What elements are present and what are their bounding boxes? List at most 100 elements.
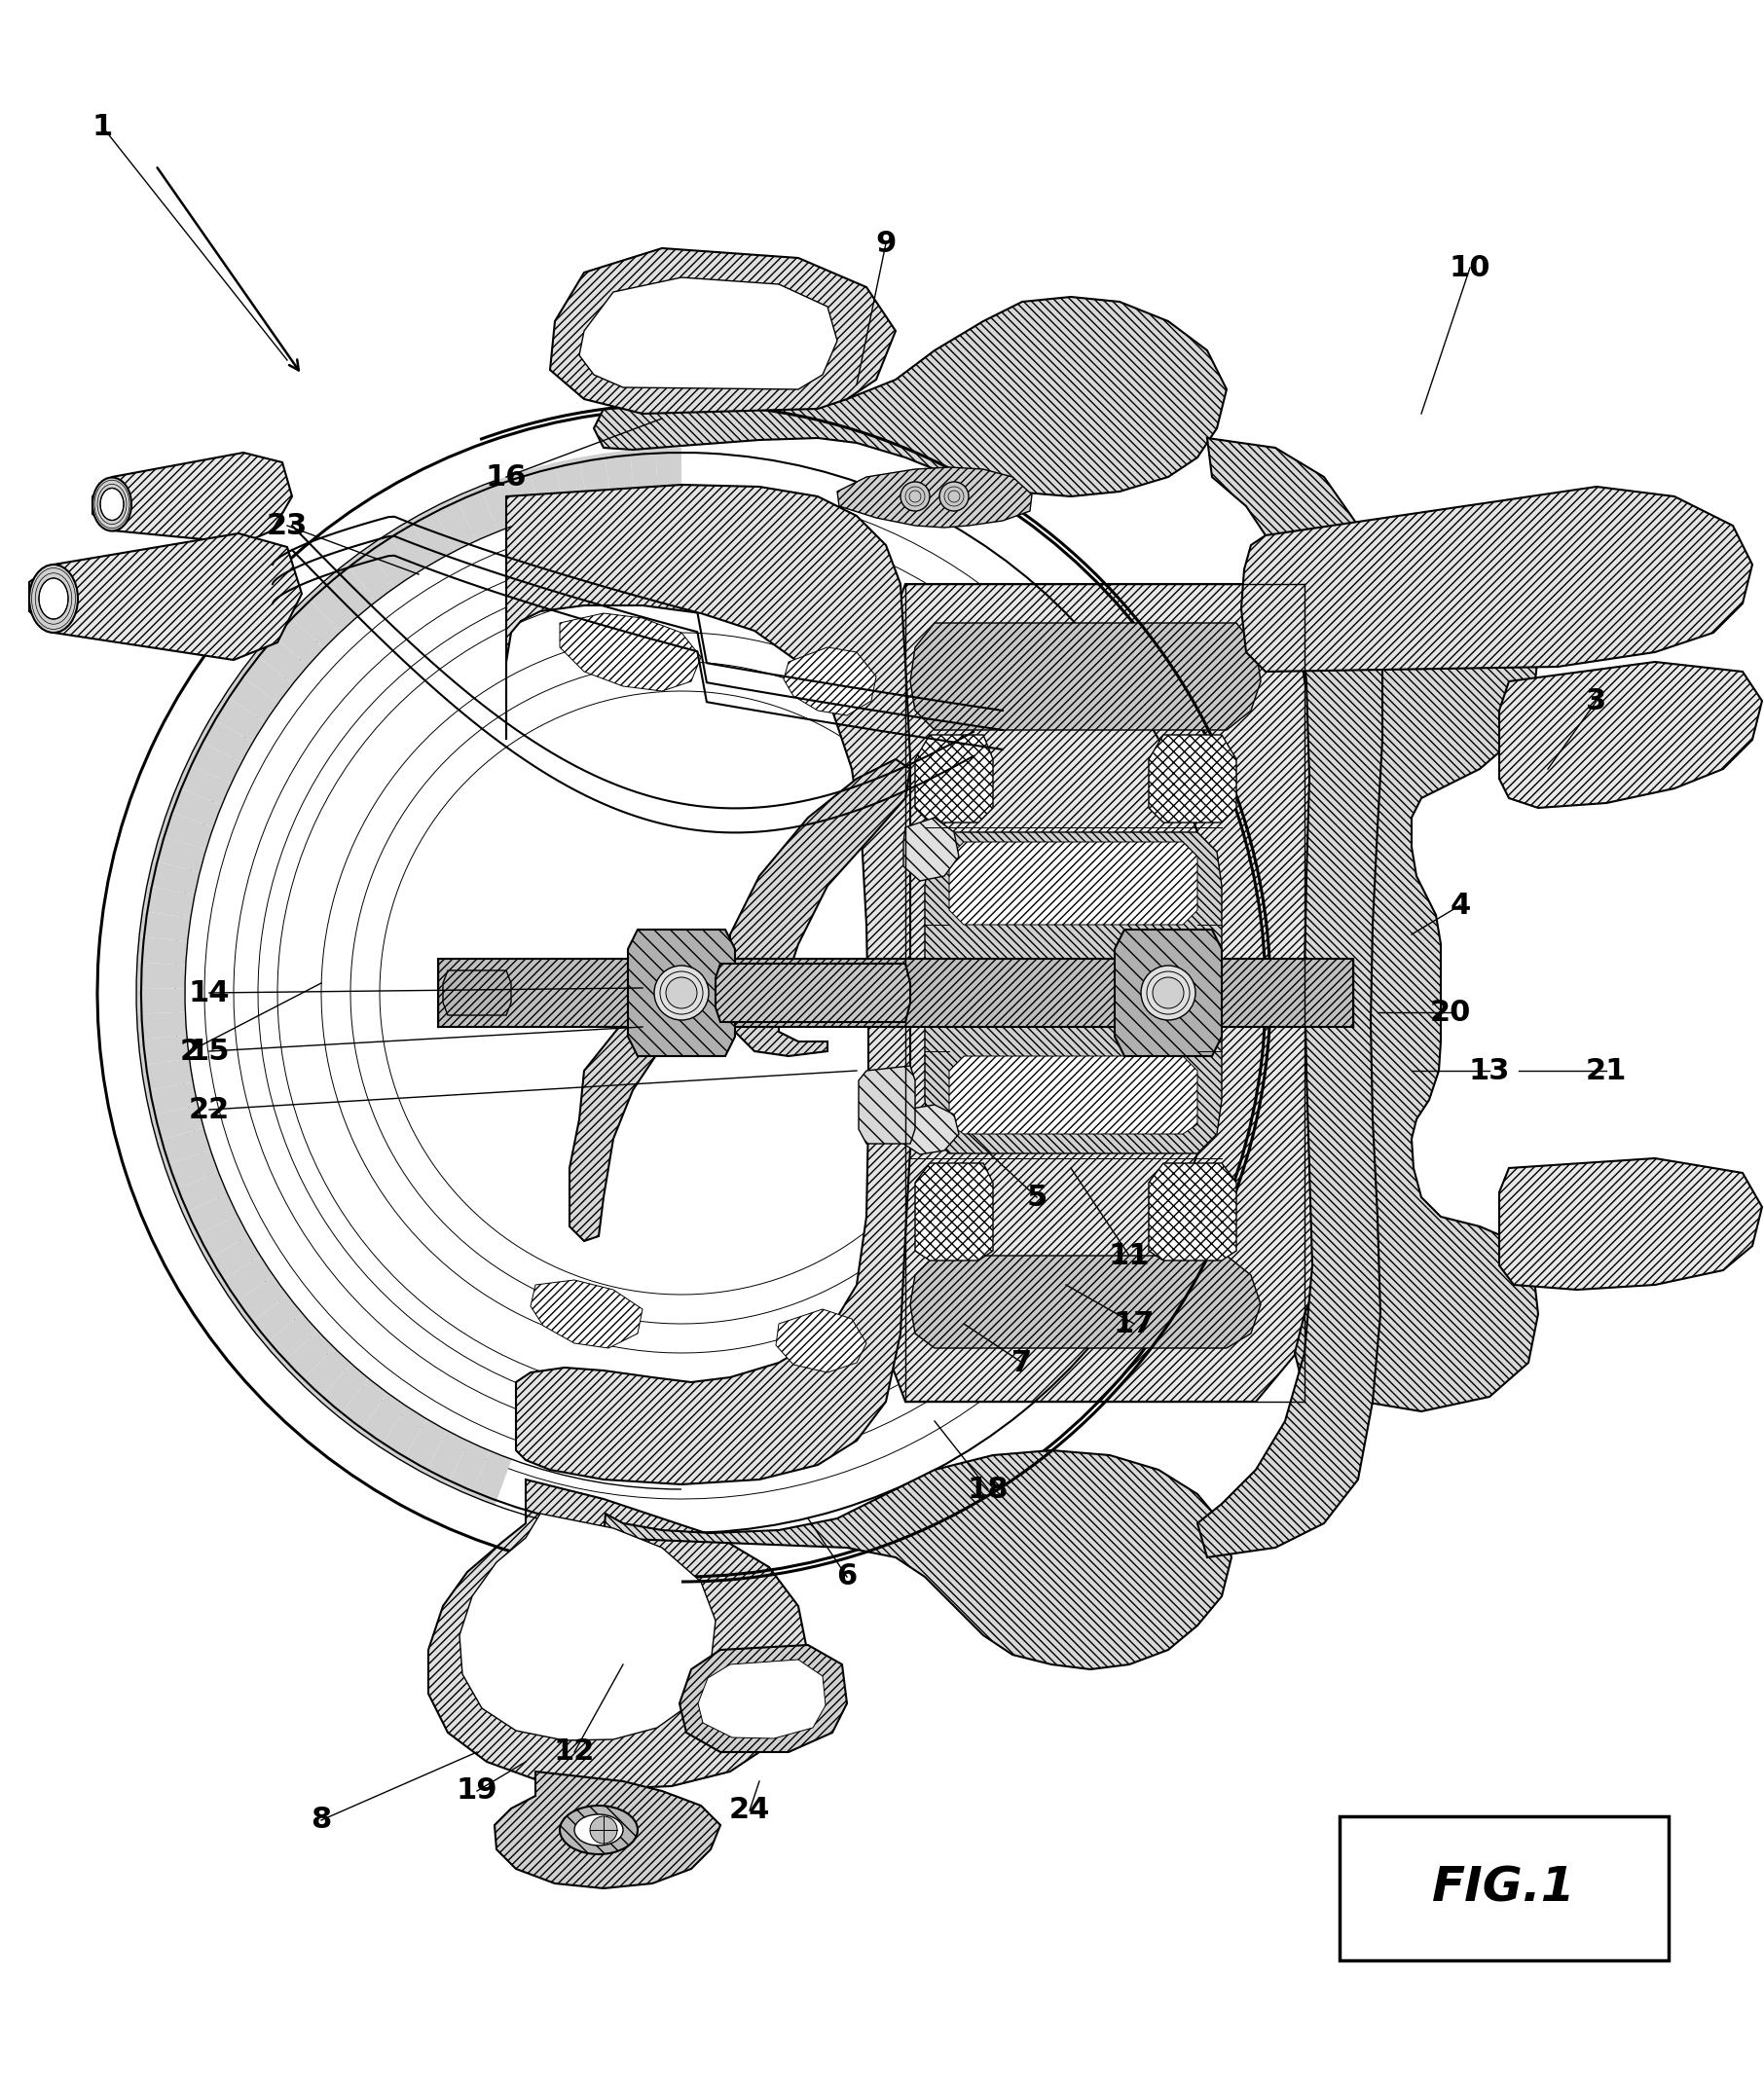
Text: FIG.1: FIG.1: [1432, 1864, 1575, 1912]
Text: 21: 21: [1586, 1056, 1626, 1085]
Circle shape: [900, 481, 930, 510]
Polygon shape: [459, 1514, 716, 1741]
Polygon shape: [265, 1312, 318, 1364]
Polygon shape: [224, 675, 279, 723]
Text: 18: 18: [967, 1475, 1009, 1504]
Polygon shape: [729, 758, 910, 1056]
Polygon shape: [164, 1150, 219, 1189]
Ellipse shape: [92, 477, 132, 531]
Polygon shape: [924, 833, 1222, 1154]
Polygon shape: [138, 1035, 189, 1064]
Polygon shape: [159, 810, 213, 850]
Polygon shape: [139, 910, 191, 942]
Polygon shape: [605, 450, 635, 502]
Polygon shape: [282, 1331, 333, 1383]
Polygon shape: [903, 819, 960, 881]
Polygon shape: [146, 860, 199, 896]
Text: 17: 17: [1113, 1310, 1155, 1337]
Polygon shape: [432, 496, 476, 552]
Polygon shape: [145, 1081, 198, 1116]
Polygon shape: [531, 1279, 642, 1348]
Polygon shape: [326, 562, 376, 617]
Polygon shape: [198, 717, 252, 762]
Polygon shape: [471, 1450, 512, 1506]
Circle shape: [589, 1816, 617, 1843]
Polygon shape: [949, 842, 1198, 925]
Text: 22: 22: [189, 1096, 229, 1123]
Polygon shape: [367, 533, 415, 587]
Polygon shape: [506, 485, 910, 1485]
Text: 16: 16: [485, 462, 527, 492]
Text: 3: 3: [1586, 687, 1607, 714]
Polygon shape: [594, 298, 1226, 496]
Polygon shape: [699, 1660, 826, 1739]
Circle shape: [654, 967, 709, 1021]
Polygon shape: [859, 1066, 916, 1144]
Polygon shape: [559, 612, 700, 692]
Circle shape: [1141, 967, 1196, 1021]
Ellipse shape: [30, 564, 78, 633]
Text: 15: 15: [189, 1037, 229, 1064]
Polygon shape: [783, 648, 877, 714]
Polygon shape: [212, 696, 265, 742]
Ellipse shape: [559, 1806, 637, 1854]
Text: 4: 4: [1450, 892, 1471, 919]
Polygon shape: [457, 485, 497, 542]
Polygon shape: [388, 521, 434, 575]
Polygon shape: [1115, 929, 1222, 1056]
Ellipse shape: [101, 487, 123, 521]
Polygon shape: [903, 1104, 960, 1154]
Polygon shape: [628, 929, 736, 1056]
Polygon shape: [157, 1127, 210, 1166]
Polygon shape: [579, 277, 838, 390]
Polygon shape: [153, 835, 206, 873]
Polygon shape: [554, 458, 587, 510]
Text: 24: 24: [729, 1796, 771, 1825]
Polygon shape: [679, 1646, 847, 1752]
Polygon shape: [838, 467, 1032, 527]
Circle shape: [1152, 977, 1184, 1008]
Polygon shape: [411, 508, 455, 562]
Polygon shape: [346, 548, 395, 602]
Polygon shape: [240, 654, 293, 702]
Text: 9: 9: [875, 229, 896, 258]
Polygon shape: [173, 1173, 228, 1214]
Polygon shape: [443, 971, 512, 1014]
Text: 14: 14: [189, 979, 229, 1006]
Circle shape: [665, 977, 697, 1008]
Polygon shape: [776, 1310, 866, 1373]
Text: 11: 11: [1108, 1241, 1150, 1271]
Polygon shape: [300, 1348, 351, 1400]
Polygon shape: [429, 1479, 808, 1789]
Polygon shape: [949, 1056, 1198, 1133]
Polygon shape: [1198, 437, 1383, 1558]
Ellipse shape: [575, 1814, 623, 1846]
Polygon shape: [1242, 487, 1752, 671]
Polygon shape: [1499, 1158, 1762, 1289]
Polygon shape: [480, 477, 520, 531]
Polygon shape: [233, 1275, 288, 1325]
Polygon shape: [1499, 662, 1762, 808]
Polygon shape: [437, 958, 1353, 1027]
Polygon shape: [136, 987, 185, 1014]
Polygon shape: [358, 1394, 407, 1448]
Text: 10: 10: [1450, 254, 1491, 281]
Polygon shape: [183, 1194, 238, 1237]
Polygon shape: [272, 614, 325, 667]
Text: 1: 1: [92, 112, 113, 142]
Polygon shape: [254, 633, 307, 683]
Polygon shape: [194, 1214, 249, 1260]
Polygon shape: [529, 462, 564, 517]
Text: 12: 12: [554, 1737, 594, 1766]
Polygon shape: [402, 1419, 448, 1473]
Polygon shape: [206, 1235, 261, 1281]
Polygon shape: [176, 762, 231, 806]
Polygon shape: [136, 962, 185, 989]
Text: 5: 5: [1027, 1183, 1048, 1212]
Text: 7: 7: [1013, 1348, 1032, 1377]
Polygon shape: [448, 1441, 490, 1496]
Polygon shape: [138, 937, 187, 964]
Polygon shape: [877, 583, 1334, 1402]
Polygon shape: [494, 1771, 720, 1889]
Polygon shape: [1295, 575, 1538, 1412]
